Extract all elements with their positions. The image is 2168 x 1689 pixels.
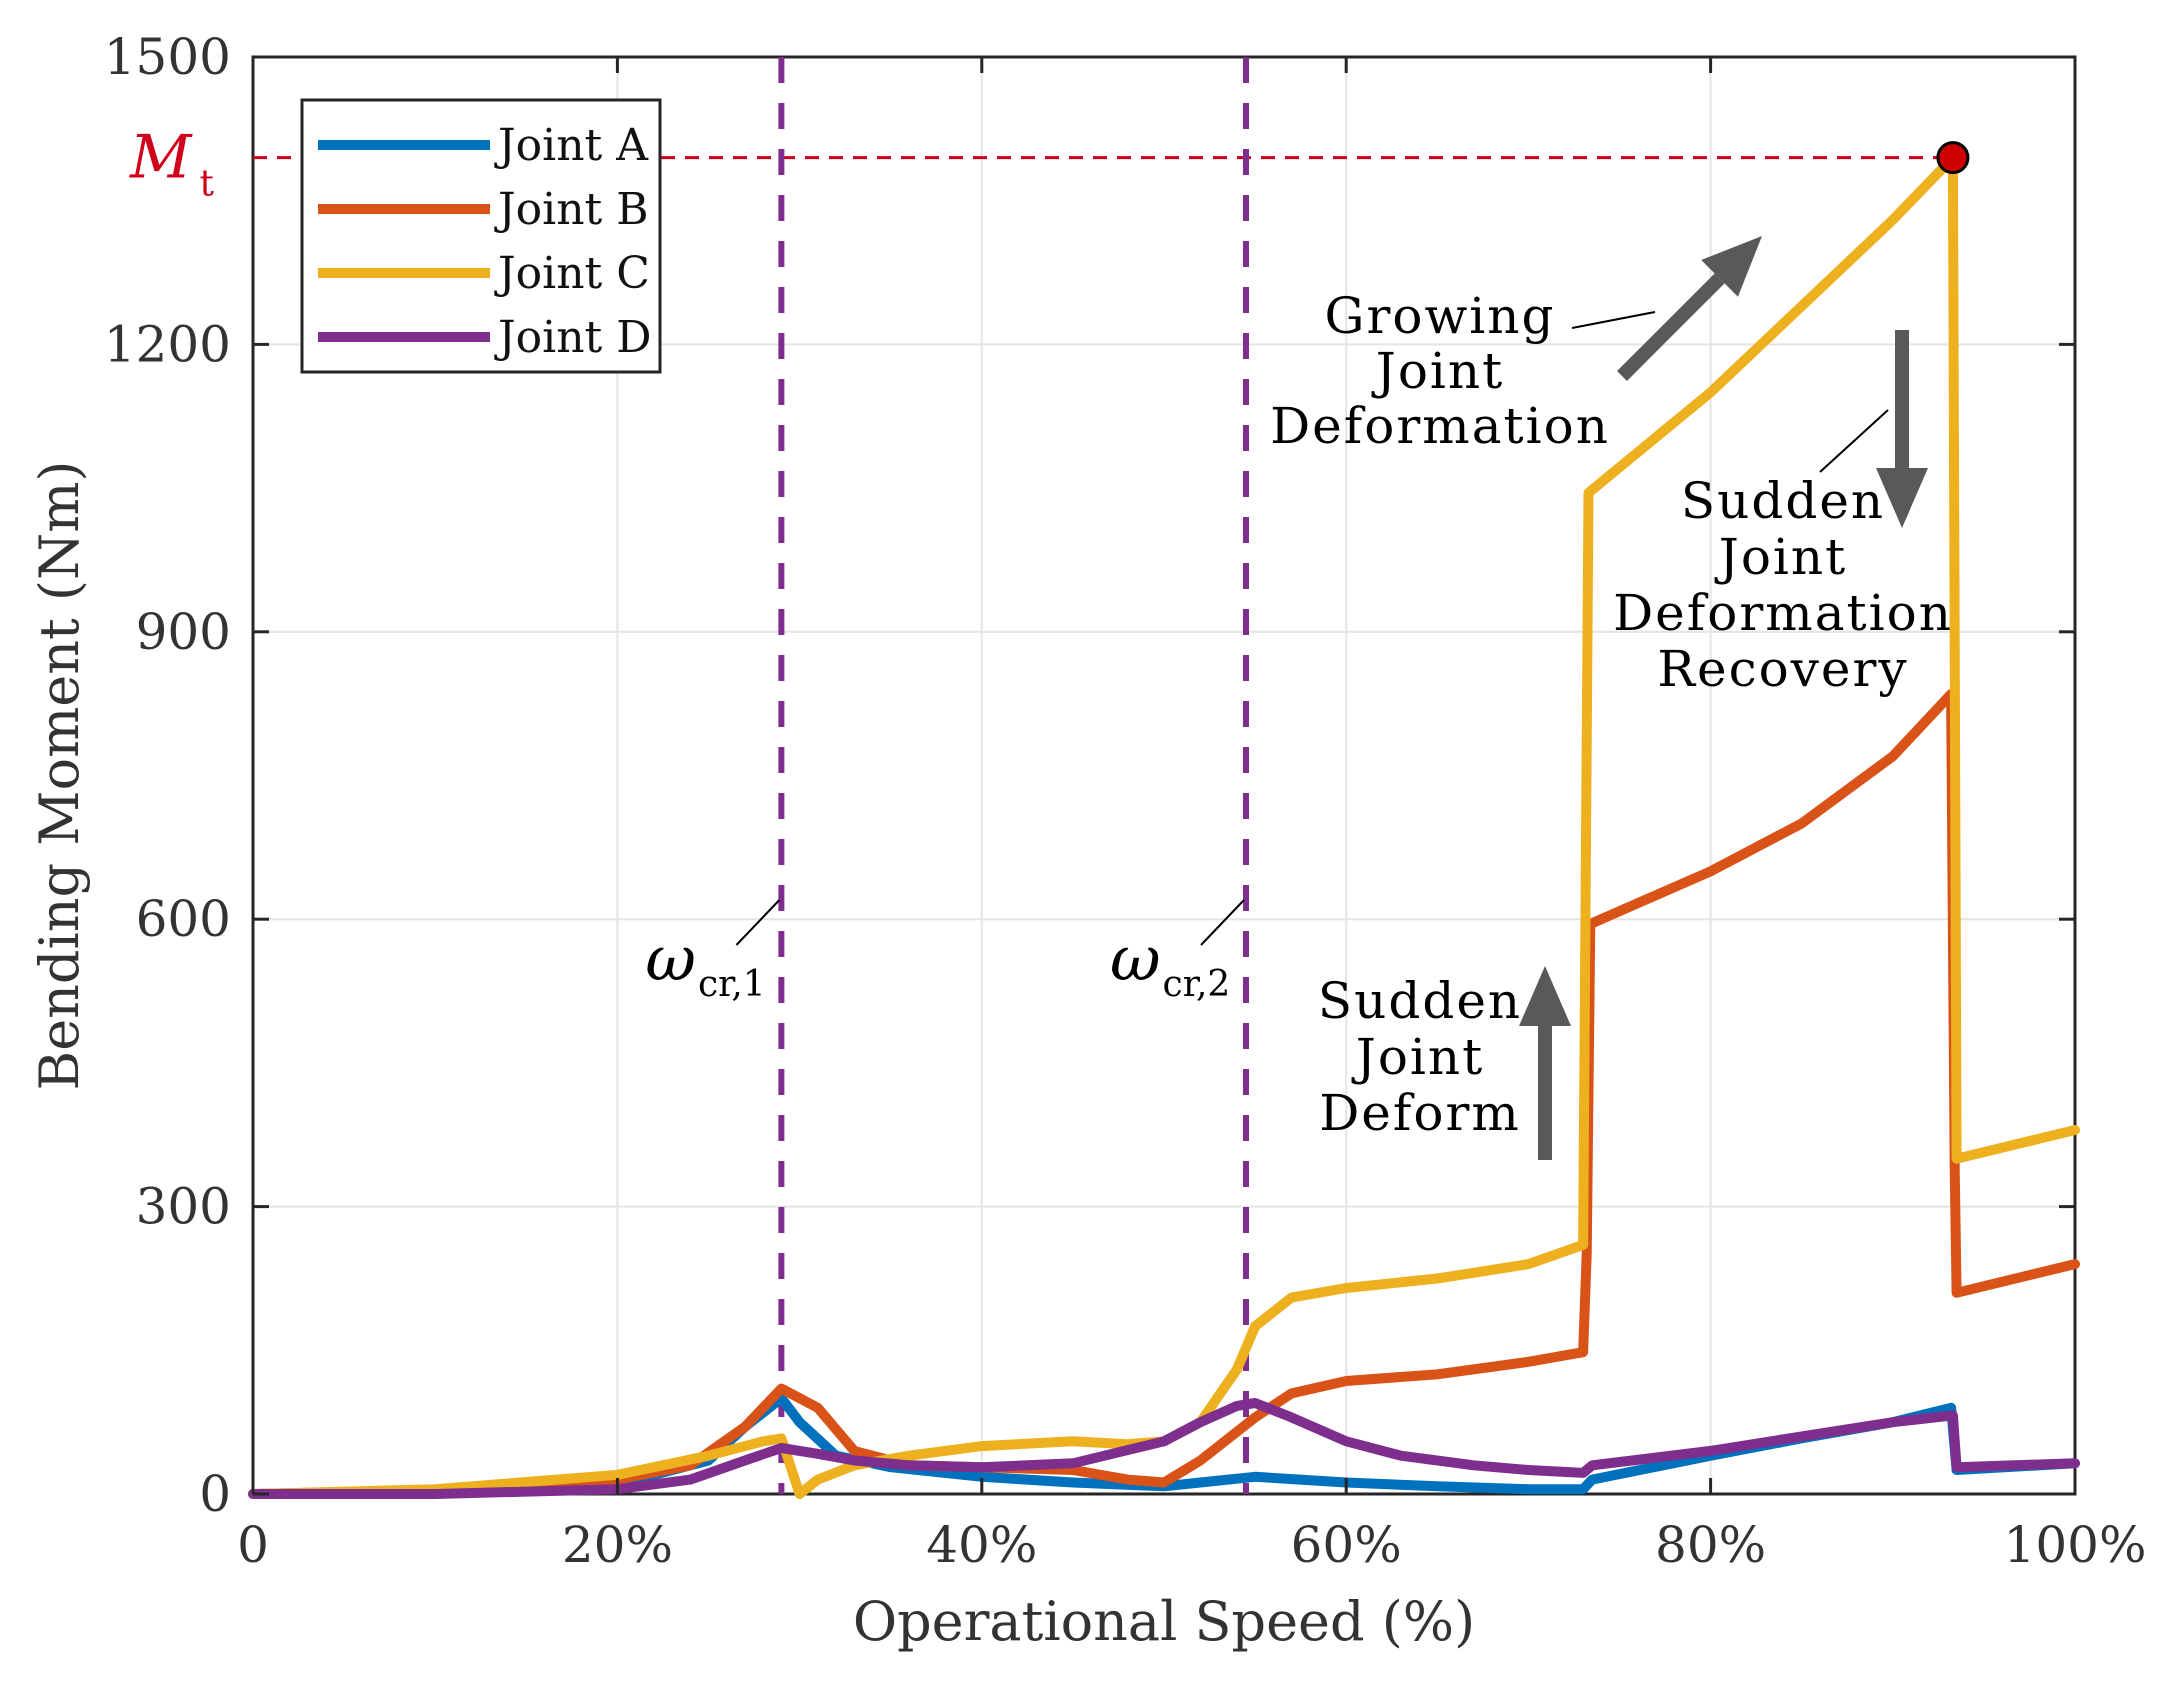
recovery-arrow (1876, 330, 1928, 528)
sudden-recovery-annotation-line: Joint (1714, 528, 1847, 586)
sudden-recovery-annotation-line: Deformation (1613, 584, 1953, 642)
series-line-joint-b (248, 689, 2080, 1499)
series (248, 152, 2080, 1499)
legend-label-joint-a: Joint A (494, 120, 649, 171)
legend-label-joint-c: Joint C (494, 248, 650, 299)
x-axis-label: Operational Speed (%) (853, 1590, 1475, 1653)
series-line-joint-d (248, 1398, 2080, 1499)
critical-speed-label-main: ω (645, 922, 696, 995)
legend-label-joint-b: Joint B (494, 184, 649, 235)
x-tick-label: 60% (1291, 1516, 1402, 1574)
threshold-label-sub: t (199, 164, 214, 205)
x-tick-label: 100% (2004, 1516, 2147, 1574)
critical-speed-label-sub: cr,2 (1163, 964, 1231, 1005)
critical-speed-leader (1200, 899, 1245, 946)
sudden-deform-annotation-line: Joint (1351, 1028, 1484, 1086)
critical-speed-label-main: ω (1110, 922, 1161, 995)
growing-deformation-annotation-line: Joint (1371, 342, 1504, 400)
y-tick-label: 1200 (104, 315, 231, 373)
annotations: GrowingJointDeformationSuddenJointDeform… (1270, 236, 1953, 1160)
legend-label-joint-d: Joint D (494, 312, 651, 363)
growing-deformation-annotation-line: Growing (1325, 287, 1556, 345)
plot-frame (251, 55, 2077, 1496)
deform-arrow-head (1519, 966, 1571, 1026)
critical-speed-label: ωcr,1 (645, 922, 765, 1005)
growing-leader (1571, 311, 1656, 329)
growing-arrow-shaft (1617, 273, 1725, 381)
x-tick-label: 40% (926, 1516, 1037, 1574)
y-tick-label: 0 (199, 1465, 231, 1523)
recovery-arrow-head (1876, 468, 1928, 528)
critical-speed-leader (735, 899, 781, 946)
y-tick-label: 1500 (104, 28, 231, 86)
y-tick-label: 900 (136, 603, 231, 661)
growing-deformation-annotation-line: Deformation (1270, 397, 1610, 455)
critical-speed-label: ωcr,2 (1110, 922, 1230, 1005)
x-tick-label: 0 (237, 1516, 269, 1574)
x-tick-label: 80% (1655, 1516, 1766, 1574)
critical-speed-label-sub: cr,1 (698, 964, 766, 1005)
x-tick-label: 20% (562, 1516, 673, 1574)
threshold-label-main: M (129, 123, 193, 193)
sudden-deform-annotation-line: Deform (1319, 1084, 1521, 1142)
growing-arrow-head (1701, 236, 1762, 297)
sudden-deform-annotation-line: Sudden (1318, 972, 1522, 1030)
growing-arrow (1617, 236, 1762, 381)
recovery-leader (1819, 409, 1889, 473)
legend: Joint A Joint B Joint C Joint D (300, 98, 662, 374)
sudden-recovery-annotation-line: Recovery (1657, 640, 1908, 698)
deform-arrow (1519, 966, 1571, 1160)
axis-labels: Operational Speed (%) Bending Moment (Nm) (28, 461, 1475, 1653)
y-axis-label: Bending Moment (Nm) (28, 461, 91, 1091)
y-tick-label: 300 (136, 1178, 231, 1236)
tick-labels: 0 20% 40% 60% 80% 100% 0 300 600 900 1200 1500 (104, 28, 2147, 1574)
markers (1936, 141, 1970, 175)
sudden-recovery-annotation-line: Sudden (1681, 472, 1885, 530)
y-tick-label: 600 (136, 890, 231, 948)
max-moment-marker (1936, 141, 1970, 175)
